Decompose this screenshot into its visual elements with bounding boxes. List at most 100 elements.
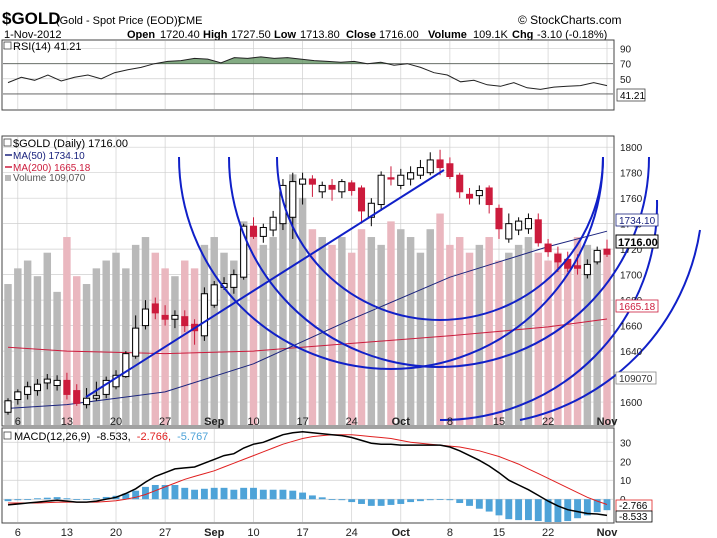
price-x-tick-12: Nov (597, 416, 619, 428)
volume-bar-53 (524, 237, 533, 425)
candle-body-16 (161, 314, 169, 320)
candle-13 (132, 315, 140, 359)
price-x-tick-4: Sep (204, 416, 224, 428)
macd-legend-name: MACD(12,26,9) (14, 431, 90, 443)
macd-x-tick-2: 20 (110, 527, 122, 538)
macd-hist-bar-26 (259, 489, 267, 500)
macd-tick-0: 30 (620, 438, 632, 449)
candle-body-50 (495, 207, 503, 230)
macd-hist-bar-9 (92, 498, 100, 500)
candle-body-59 (583, 263, 591, 276)
ma200-line (7, 318, 608, 355)
volume-tag (615, 371, 657, 385)
price-x-tick-7: 24 (346, 416, 358, 428)
candle-body-10 (102, 379, 110, 395)
candle-44 (436, 149, 444, 176)
volume-legend: Volume 109,070 (13, 173, 86, 184)
candle-56 (554, 246, 562, 273)
volume-bar-31 (308, 229, 317, 425)
candle-body-43 (426, 159, 434, 174)
macd-hist-bar-5 (53, 497, 61, 500)
macd-hist-bar-59 (583, 499, 591, 516)
ma200-tag-value: 1665.18 (619, 302, 656, 313)
macd-hist-bar-22 (220, 487, 228, 500)
volume-bar-1 (14, 268, 22, 425)
candle-5 (53, 375, 61, 391)
macd-hist-bar-61 (603, 499, 611, 511)
symbol-label: $GOLD (2, 9, 61, 28)
volume-bar-56 (554, 252, 562, 425)
candle-body-6 (63, 379, 71, 395)
volume-bar-51 (505, 252, 513, 425)
macd-hist-bar-19 (191, 489, 199, 500)
macd-line (7, 431, 608, 517)
ma200-tag (615, 299, 659, 313)
price-tick-2: 1640 (620, 347, 643, 358)
volume-label: Volume (428, 29, 467, 41)
arc-4 (439, 199, 659, 422)
volume-bar-17 (171, 276, 179, 425)
candle-36 (357, 185, 366, 224)
price-tick-10: 1800 (620, 143, 643, 154)
macd-panel: MACD(12,26,9) -8.533, -2.766, -5.767 30 2… (1, 427, 653, 524)
volume-legend-swatch (5, 175, 11, 181)
macd-hist-bar-36 (358, 499, 365, 504)
volume-bar-30 (298, 197, 307, 425)
macd-legend-box (3, 431, 12, 440)
candle-body-55 (544, 243, 552, 253)
volume-bar-57 (563, 260, 572, 425)
candle-15 (151, 297, 159, 320)
macd-legend-hist: -5.767 (177, 431, 208, 443)
candle-body-8 (83, 397, 91, 406)
macd-hist-bar-45 (446, 499, 454, 501)
volume-bar-45 (446, 244, 454, 425)
candle-59 (583, 259, 591, 279)
candle-body-49 (485, 187, 493, 206)
copyright-label: © StockCharts.com (518, 13, 622, 27)
candle-53 (524, 213, 532, 234)
date-label: 1-Nov-2012 (4, 29, 61, 41)
volume-bar-48 (475, 244, 484, 425)
macd-tick-1: 20 (620, 457, 632, 468)
candle-26 (259, 223, 267, 243)
macd-hist-bar-55 (544, 499, 552, 522)
candle-body-5 (53, 379, 61, 386)
volume-bar-26 (259, 244, 268, 425)
macd-x-tick-7: 24 (346, 527, 358, 538)
candle-body-27 (269, 216, 277, 231)
signal-tag-value: -2.766 (619, 501, 648, 512)
candle-27 (269, 210, 277, 237)
candle-20 (200, 287, 208, 341)
candle-body-30 (299, 178, 307, 185)
price-legend-box (3, 138, 12, 147)
macd-hist-bar-37 (367, 499, 375, 506)
price-x-tick-10: 15 (493, 416, 505, 428)
macd-hist-bar-0 (4, 499, 12, 502)
macd-hist-bar-7 (73, 499, 81, 501)
candle-body-1 (14, 391, 22, 401)
low-label: Low (274, 29, 296, 41)
candle-body-54 (534, 219, 542, 244)
ma50-legend: MA(50) 1734.10 (13, 151, 85, 162)
candle-25 (249, 217, 258, 239)
macd-tag-value: -8.533 (619, 512, 648, 523)
macd-hist-bar-54 (534, 499, 542, 522)
price-panel: $GOLD (Daily) 1716.00 MA(50) 1734.10 MA(… (1, 135, 701, 427)
candle-body-31 (308, 178, 316, 185)
candle-body-42 (416, 167, 424, 176)
candle-7 (73, 384, 81, 406)
price-tick-6: 1720 (620, 245, 643, 256)
macd-tag (615, 510, 653, 523)
macd-hist-bar-48 (475, 499, 483, 509)
candle-35 (348, 180, 356, 196)
volume-bar-54 (534, 252, 542, 425)
candle-46 (456, 172, 464, 199)
candle-body-2 (24, 386, 32, 395)
candle-50 (495, 204, 503, 239)
candle-body-58 (573, 265, 582, 269)
volume-bar-52 (514, 244, 523, 425)
price-legend: $GOLD (Daily) 1716.00 (13, 138, 128, 150)
rsi-frame (1, 39, 615, 111)
rsi-legend-box (3, 41, 12, 50)
macd-hist-bar-40 (397, 499, 405, 504)
